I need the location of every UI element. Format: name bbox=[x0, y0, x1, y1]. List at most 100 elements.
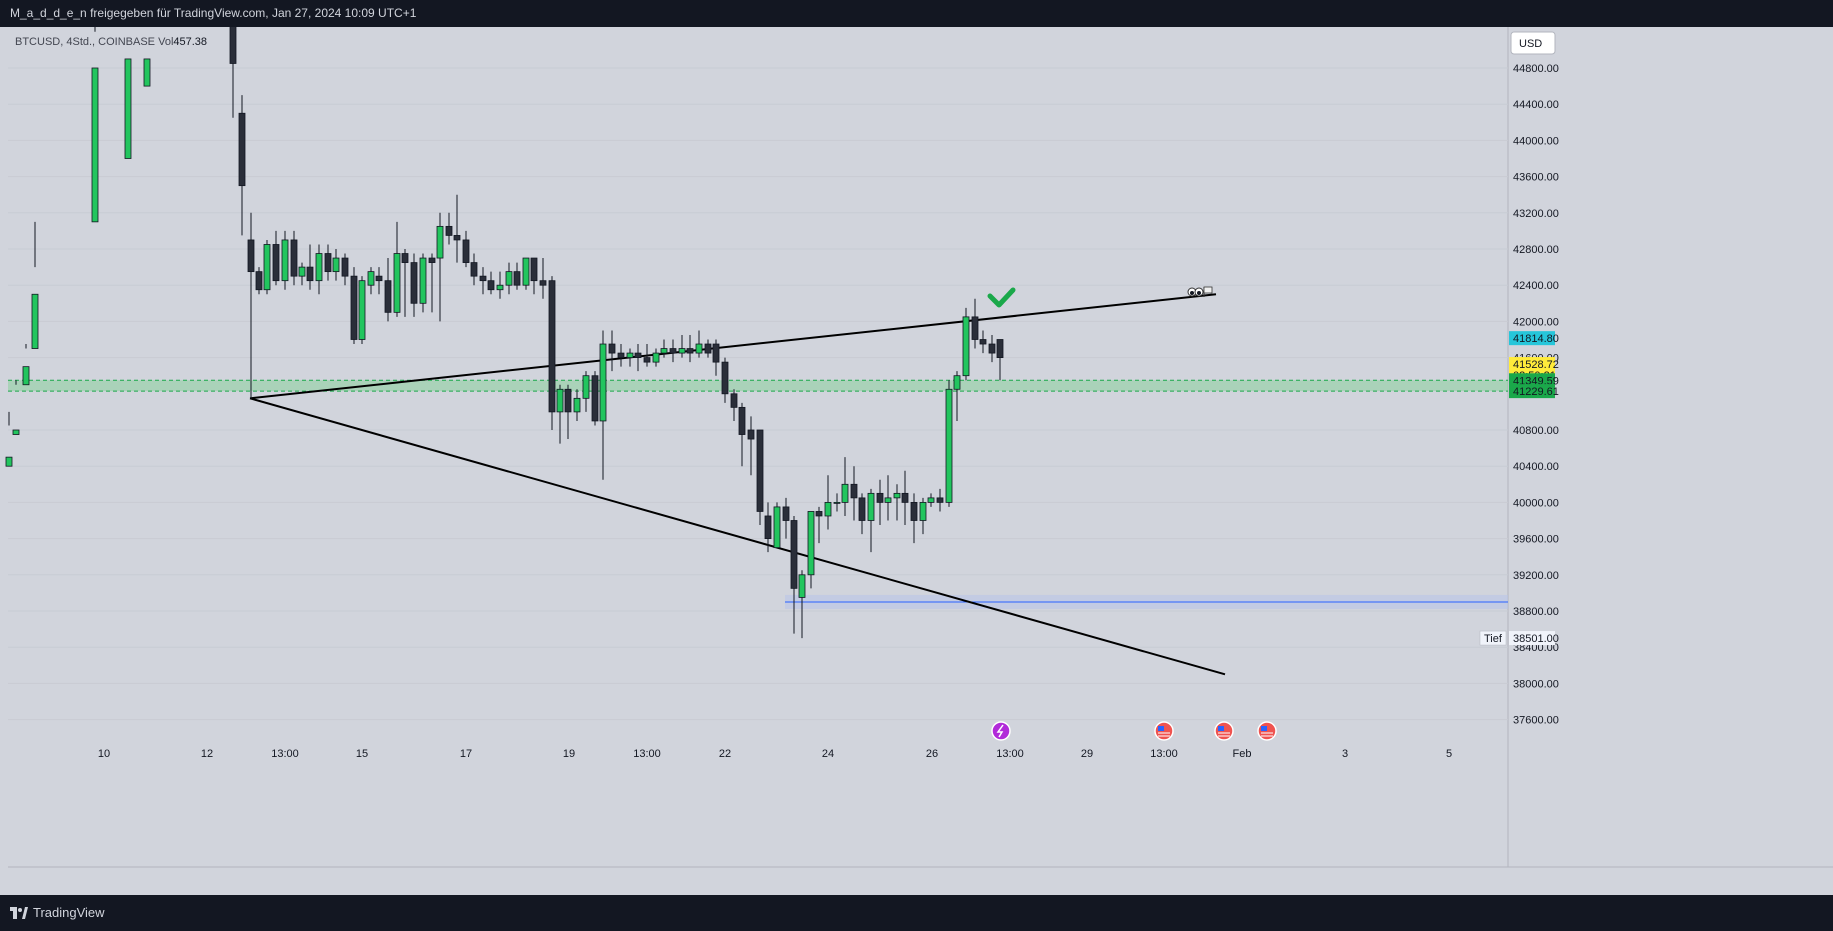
us-flag-event-icon[interactable] bbox=[1257, 721, 1277, 741]
candle-body bbox=[884, 497, 892, 503]
candle-down bbox=[643, 344, 651, 367]
low-value-text: 38501.00 bbox=[1513, 633, 1559, 645]
candle-up bbox=[652, 348, 660, 367]
candle-body bbox=[815, 511, 823, 517]
candle-body bbox=[272, 244, 280, 282]
candle-body bbox=[564, 388, 572, 413]
candle-body bbox=[738, 406, 746, 435]
candle-body bbox=[652, 352, 660, 363]
candle-down bbox=[850, 466, 858, 521]
candle-down bbox=[996, 339, 1004, 381]
candle-up bbox=[626, 348, 634, 367]
time-tick-label: 24 bbox=[822, 748, 834, 760]
us-flag-event-icon[interactable] bbox=[1154, 721, 1174, 741]
candle-body bbox=[704, 343, 712, 354]
candle-up bbox=[773, 502, 781, 549]
candle-body bbox=[436, 225, 444, 259]
candle-down bbox=[858, 493, 866, 535]
horizontal-line bbox=[785, 594, 1508, 609]
current-price-text: 41528.72 bbox=[1513, 359, 1559, 371]
candle-up bbox=[263, 239, 271, 295]
candle-body bbox=[428, 257, 436, 263]
low-value-bg bbox=[1509, 631, 1555, 646]
footer-bar: TradingView bbox=[0, 895, 1833, 931]
low-label-text: Tief bbox=[1484, 633, 1503, 645]
currency-button[interactable]: USD bbox=[1510, 31, 1556, 55]
candle-body bbox=[945, 388, 953, 503]
time-tick-label: 19 bbox=[563, 748, 575, 760]
candle-down bbox=[306, 244, 314, 290]
candle-up bbox=[919, 497, 927, 535]
candle-down bbox=[876, 479, 884, 526]
candle-up bbox=[945, 380, 953, 507]
candle-body bbox=[462, 239, 470, 263]
candle-body bbox=[599, 343, 607, 422]
us-flag-event-icon[interactable] bbox=[1214, 721, 1234, 741]
candle-down bbox=[730, 389, 738, 421]
candle-up bbox=[678, 334, 686, 358]
price-tick-label: 44000.00 bbox=[1513, 135, 1559, 147]
candle-body bbox=[358, 280, 366, 340]
candle-body bbox=[22, 366, 30, 386]
price-tick-label: 37600.00 bbox=[1513, 715, 1559, 727]
candle-down bbox=[462, 230, 470, 268]
brand[interactable]: TradingView bbox=[10, 905, 105, 920]
last-price-badge: 41814.80 bbox=[1509, 331, 1559, 346]
candle-body bbox=[807, 511, 815, 576]
candle-body bbox=[764, 515, 772, 539]
candle-body bbox=[669, 348, 677, 354]
candle-down bbox=[704, 339, 712, 358]
price-axis-panel[interactable] bbox=[1508, 27, 1833, 867]
candle-body bbox=[12, 429, 20, 435]
candle-down bbox=[445, 212, 453, 245]
candle-body bbox=[419, 257, 427, 304]
price-tick-label: 39600.00 bbox=[1513, 534, 1559, 546]
price-tick-label: 43600.00 bbox=[1513, 172, 1559, 184]
candle-down bbox=[539, 258, 547, 299]
candle-body bbox=[582, 375, 590, 399]
candle-body bbox=[350, 275, 358, 340]
candle-body bbox=[712, 343, 720, 363]
candle-body bbox=[445, 225, 453, 236]
candle-up bbox=[953, 371, 961, 421]
symbol-legend[interactable]: BTCUSD, 4Std., COINBASE Vol457.38 bbox=[15, 36, 207, 48]
price-tick-label: 42800.00 bbox=[1513, 244, 1559, 256]
chart-panel[interactable]: 44800.00 44400.00 44000.00 43600.00 43200.00… bbox=[0, 27, 1833, 895]
candle-body bbox=[393, 253, 401, 313]
candle-down bbox=[936, 488, 944, 512]
time-tick-label: 13:00 bbox=[271, 748, 299, 760]
candle-down bbox=[782, 497, 790, 539]
candle-body bbox=[782, 506, 790, 521]
candle-down bbox=[272, 230, 280, 286]
candle-body bbox=[833, 501, 841, 504]
last-price-badge-text: 41814.80 bbox=[1513, 333, 1559, 345]
candle-body bbox=[470, 262, 478, 277]
candle-body bbox=[979, 339, 987, 345]
candle-body bbox=[341, 257, 349, 277]
candle-down bbox=[564, 384, 572, 440]
lightning-event-icon[interactable] bbox=[991, 721, 1011, 741]
candle-down bbox=[634, 344, 642, 372]
candle-down bbox=[617, 344, 625, 367]
candle-body bbox=[238, 112, 246, 187]
price-tick-label: 40400.00 bbox=[1513, 461, 1559, 473]
candle-body bbox=[306, 266, 314, 282]
candle-down bbox=[255, 267, 263, 295]
candle-up bbox=[884, 475, 892, 521]
candle-down bbox=[548, 276, 556, 430]
price-tick-label: 38000.00 bbox=[1513, 678, 1559, 690]
zone-top-badge-bg bbox=[1509, 373, 1555, 388]
candle-body bbox=[919, 501, 927, 521]
candle-up bbox=[332, 249, 340, 281]
candle-down bbox=[428, 253, 436, 313]
candle-up bbox=[12, 380, 20, 435]
time-tick-label: 17 bbox=[460, 748, 472, 760]
candle-body bbox=[962, 316, 970, 377]
candle-down bbox=[238, 95, 246, 236]
candle-down bbox=[910, 493, 918, 544]
candle-body bbox=[747, 429, 755, 440]
candle-body bbox=[936, 497, 944, 503]
candle-down bbox=[790, 515, 798, 634]
candle-body bbox=[756, 429, 764, 512]
candle-up bbox=[91, 27, 99, 223]
